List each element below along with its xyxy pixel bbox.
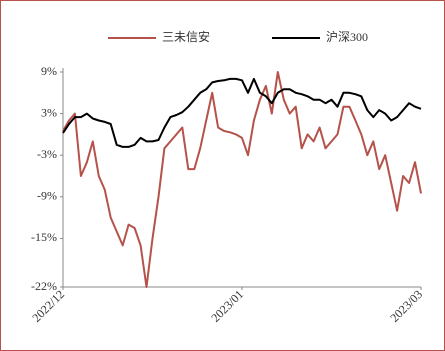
legend-label: 沪深300 <box>326 30 368 44</box>
y-tick-label: -22% <box>31 279 57 293</box>
y-tick-label: 3% <box>41 105 57 119</box>
y-tick-label: -9% <box>37 189 57 203</box>
y-tick-label: 9% <box>41 64 57 78</box>
y-tick-label: -15% <box>31 230 57 244</box>
legend-label: 三未信安 <box>162 29 210 44</box>
y-tick-label: -3% <box>37 147 57 161</box>
series-line <box>62 77 422 148</box>
series-line <box>62 71 422 288</box>
